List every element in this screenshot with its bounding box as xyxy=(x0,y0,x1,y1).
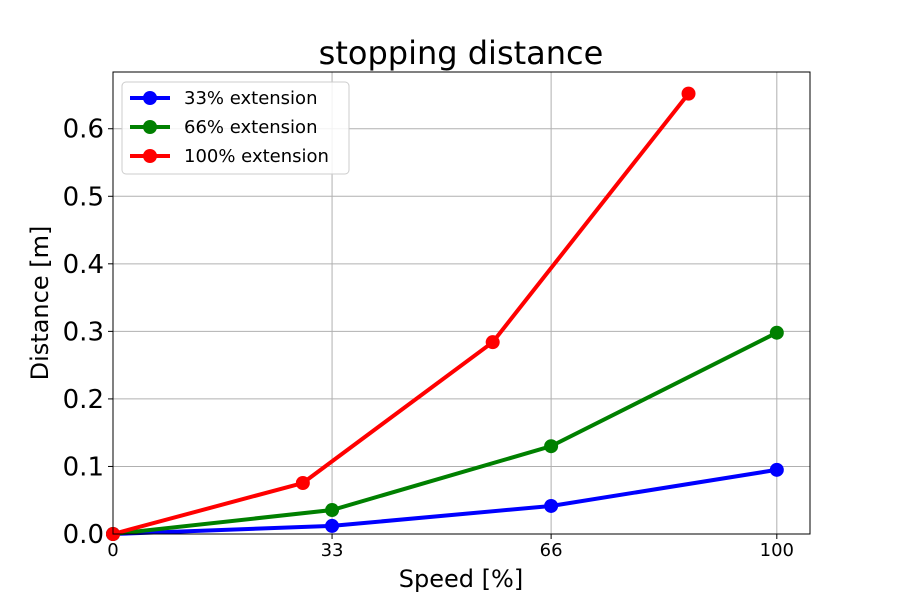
legend-box xyxy=(121,81,350,175)
data-point xyxy=(769,462,784,477)
y-tick-label: 0.6 xyxy=(63,115,104,145)
y-tick-label: 0.1 xyxy=(63,452,104,482)
x-axis-label: Speed [%] xyxy=(399,565,523,593)
data-point xyxy=(544,498,559,513)
x-tick-label: 100 xyxy=(760,540,794,561)
legend-label: 33% extension xyxy=(184,88,317,109)
legend-marker xyxy=(143,91,157,105)
series-line xyxy=(112,92,691,536)
series-line xyxy=(112,330,778,536)
x-tick-label: 66 xyxy=(540,540,563,561)
data-point xyxy=(485,335,500,350)
x-tick-label: 0 xyxy=(107,540,118,561)
y-tick-label: 0.2 xyxy=(63,385,104,415)
data-point xyxy=(325,503,340,518)
legend-marker xyxy=(143,149,157,163)
y-axis-label: Distance [m] xyxy=(26,226,54,381)
series-layer xyxy=(106,86,784,541)
chart-title: stopping distance xyxy=(319,34,604,72)
legend-entry: 33% extension xyxy=(130,88,317,109)
y-tick-label: 0.0 xyxy=(63,520,104,550)
data-point xyxy=(769,325,784,340)
y-tick-label: 0.5 xyxy=(63,182,104,212)
legend-label: 100% extension xyxy=(184,146,329,167)
legend-entry: 100% extension xyxy=(130,146,329,167)
data-point xyxy=(295,476,310,491)
legend-label: 66% extension xyxy=(184,117,317,138)
data-point xyxy=(544,439,559,454)
y-tick-label: 0.3 xyxy=(63,317,104,347)
ticks: 0 33 66 100 0.0 0.1 0.2 0.3 0.4 0.5 0.6 xyxy=(63,115,794,561)
plot-frame xyxy=(112,71,811,535)
y-tick-label: 0.4 xyxy=(63,250,104,280)
legend-marker xyxy=(143,120,157,134)
data-point xyxy=(681,86,696,101)
series-3 xyxy=(106,86,696,541)
legend-entry: 66% extension xyxy=(130,117,317,138)
data-point xyxy=(325,518,340,533)
series-line xyxy=(112,467,778,536)
series-1 xyxy=(106,462,784,541)
legend: 33% extension 66% extension 100% extension xyxy=(121,81,350,175)
x-tick-label: 33 xyxy=(321,540,344,561)
